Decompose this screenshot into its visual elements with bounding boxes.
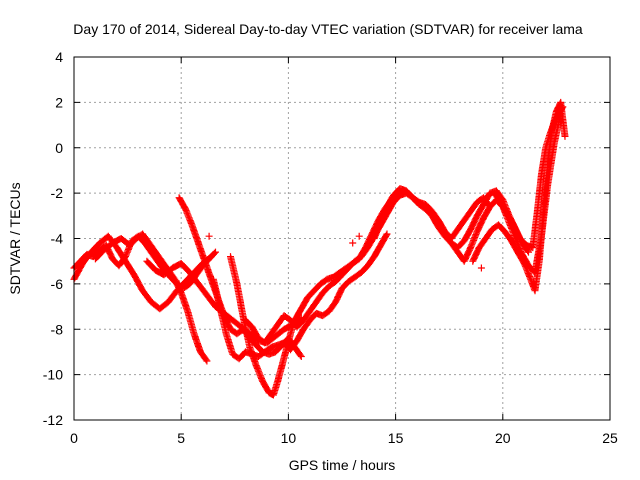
- x-tick-label: 25: [602, 430, 618, 446]
- y-tick-label: -4: [51, 231, 64, 247]
- grid-lines: [74, 57, 610, 420]
- y-tick-label: -8: [51, 321, 64, 337]
- y-tick-label: -12: [43, 412, 63, 428]
- data-point: [205, 232, 213, 240]
- x-tick-label: 10: [281, 430, 297, 446]
- y-axis-label: SDTVAR / TECUs: [7, 182, 23, 294]
- data-point: [477, 264, 485, 272]
- y-tick-label: -10: [43, 367, 63, 383]
- data-point: [175, 280, 183, 288]
- x-tick-label: 0: [70, 430, 78, 446]
- series-track-12: [490, 103, 567, 252]
- chart-title: Day 170 of 2014, Sidereal Day-to-day VTE…: [73, 21, 583, 37]
- y-tick-label: 0: [55, 140, 63, 156]
- x-tick-label: 20: [495, 430, 511, 446]
- y-tick-label: 2: [55, 94, 63, 110]
- data-point: [355, 232, 363, 240]
- y-tick-label: 4: [55, 49, 63, 65]
- x-axis-label: GPS time / hours: [289, 457, 396, 473]
- data-point: [349, 239, 357, 247]
- x-axis: 0 5 10 15 20 25: [70, 57, 618, 446]
- y-tick-label: -6: [51, 276, 64, 292]
- x-tick-label: 5: [177, 430, 185, 446]
- x-tick-label: 15: [388, 430, 404, 446]
- series-track-3: [91, 230, 211, 365]
- data-series: [70, 98, 569, 399]
- y-tick-label: -2: [51, 185, 64, 201]
- y-axis: -12 -10 -8 -6 -4 -2 0 2 4: [43, 49, 610, 428]
